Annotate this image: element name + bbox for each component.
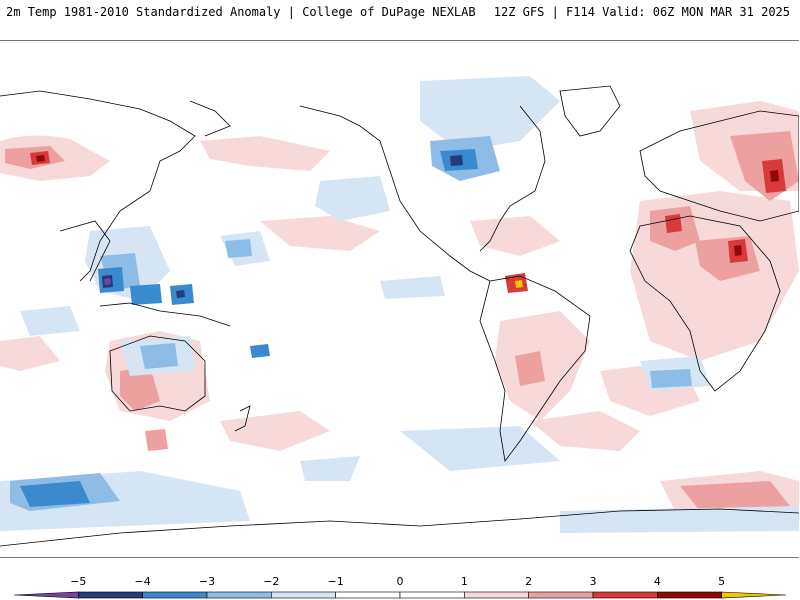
coastline-indonesia [99,302,231,327]
coastline-africa [629,215,781,392]
colorbar-segment [142,591,208,599]
coastline-kamchatka [189,100,231,137]
coastline-australia [109,335,206,412]
negative-anomaly-record [104,278,111,285]
colorbar-tick-label: −3 [199,575,215,588]
negative-anomaly-strong [20,149,478,507]
colorbar-segment [78,591,143,599]
colorbar-tick-label: 2 [525,575,532,588]
coastlines [0,85,799,547]
coastline-new-zealand [234,405,251,432]
colorbar-tick-label: −4 [135,575,151,588]
map-title: 2m Temp 1981-2010 Standardized Anomaly |… [6,5,476,19]
colorbar-segment [592,591,658,599]
colorbar-tick-label: −5 [70,575,86,588]
map-canvas [0,76,799,547]
colorbar-tick-label: 3 [590,575,597,588]
coastline-antarctica [0,508,799,547]
coastline-north-america-east [479,105,546,252]
colorbar-tick-label: −2 [263,575,279,588]
colorbar: −5 −4 −3 −2 −1 0 1 2 3 4 5 [13,575,787,599]
colorbar-segments [13,591,787,599]
colorbar-segment [206,591,272,599]
anomaly-shading [0,76,799,533]
colorbar-segment [335,591,401,599]
coastline-asia-east [0,90,196,282]
colorbar-tick-label: 5 [718,575,725,588]
coastline-south-america [479,275,591,462]
model-run-label: 12Z GFS | F114 Valid: 06Z MON MAR 31 202… [493,5,790,19]
colorbar-ticks: −5 −4 −3 −2 −1 0 1 2 3 4 5 [70,575,725,588]
colorbar-segment [528,591,594,599]
colorbar-tick-label: −1 [328,575,344,588]
coastline-europe [639,110,799,222]
coastline-north-america-west [299,105,491,282]
positive-anomaly-record [515,280,523,288]
colorbar-tick-label: 0 [397,575,404,588]
colorbar-tick-label: 4 [654,575,661,588]
colorbar-segment [721,591,787,599]
colorbar-segment [399,591,465,599]
colorbar-segment [464,591,529,599]
positive-anomaly-light [0,101,799,521]
colorbar-tick-label: 1 [461,575,468,588]
colorbar-segment [657,591,722,599]
coastline-southeast-asia [59,220,111,282]
colorbar-segment [271,591,336,599]
coastline-greenland [559,85,621,137]
anomaly-map [0,40,799,558]
positive-anomaly-extreme [36,155,779,256]
colorbar-segment [13,591,79,599]
